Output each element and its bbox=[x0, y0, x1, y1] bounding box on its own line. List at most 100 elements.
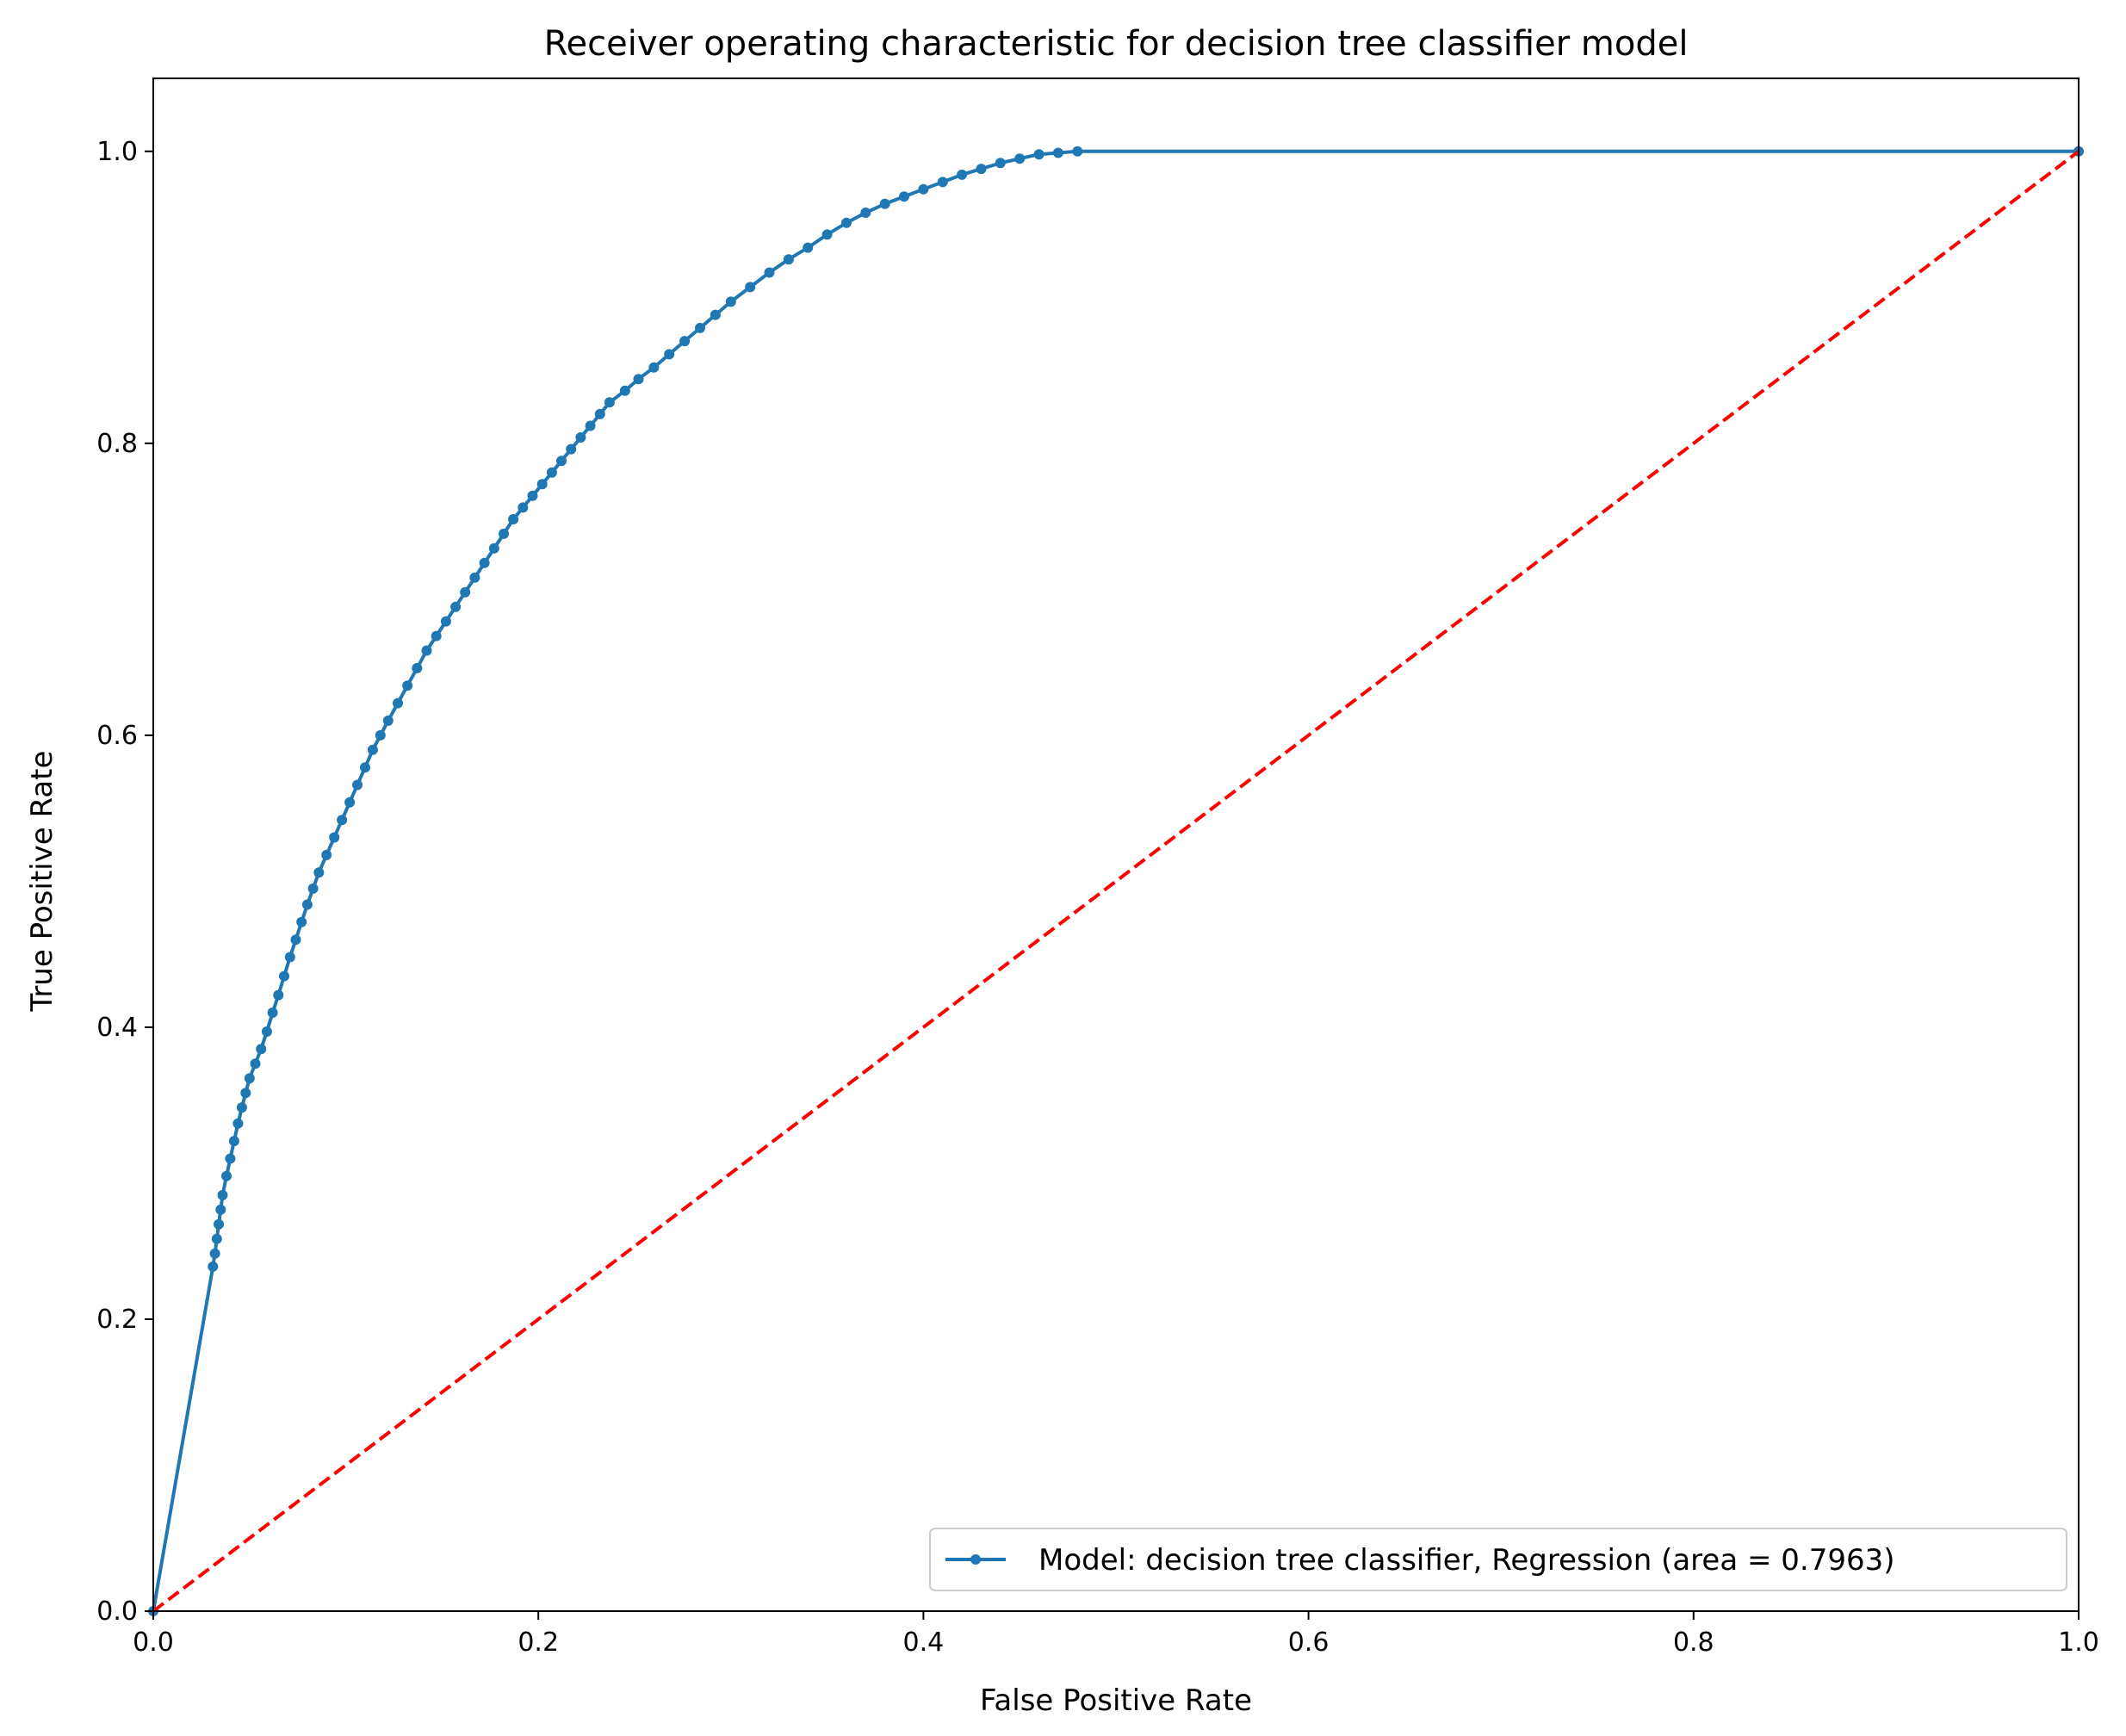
roc-curve-point bbox=[352, 779, 363, 790]
roc-curve-point bbox=[211, 1233, 222, 1244]
x-tick-label: 0.2 bbox=[518, 1628, 559, 1658]
x-tick-label: 0.6 bbox=[1288, 1628, 1330, 1658]
roc-curve-point bbox=[585, 420, 596, 431]
roc-curve-point bbox=[421, 645, 432, 656]
roc-curve-point bbox=[633, 374, 644, 385]
roc-curve-point bbox=[976, 164, 987, 175]
roc-curve-point bbox=[664, 349, 675, 360]
roc-curve-point bbox=[450, 601, 462, 612]
chart-title: Receiver operating characteristic for de… bbox=[544, 24, 1689, 64]
roc-curve-point bbox=[240, 1088, 251, 1099]
y-axis: 0.0 0.2 0.4 0.6 0.8 1.0 bbox=[96, 137, 153, 1627]
roc-curve-point bbox=[284, 952, 295, 963]
roc-curve-point bbox=[879, 198, 890, 209]
roc-curve-point bbox=[527, 490, 538, 501]
roc-curve-point bbox=[236, 1102, 247, 1113]
roc-curve-point bbox=[546, 467, 557, 478]
x-tick-label: 0.0 bbox=[133, 1628, 174, 1658]
roc-curve-point bbox=[261, 1026, 272, 1037]
roc-curve-point bbox=[518, 502, 529, 513]
legend: Model: decision tree classifier, Regress… bbox=[929, 1528, 2067, 1591]
roc-curve-point bbox=[375, 729, 386, 741]
roc-curve-point bbox=[301, 899, 313, 910]
y-tick-label: 0.6 bbox=[96, 721, 138, 751]
axes-frame bbox=[152, 78, 2080, 1612]
roc-curve-point bbox=[225, 1153, 236, 1164]
roc-curve-point bbox=[337, 815, 348, 826]
roc-curve-point bbox=[648, 362, 660, 373]
roc-curve-point bbox=[566, 443, 577, 455]
roc-curve-point bbox=[937, 177, 948, 188]
roc-curve-point bbox=[803, 242, 814, 253]
roc-curve-point bbox=[918, 183, 929, 195]
x-tick-label: 0.8 bbox=[1673, 1628, 1714, 1658]
roc-curve-point bbox=[1014, 153, 1026, 164]
roc-curve-point bbox=[307, 883, 319, 894]
roc-curve-point bbox=[412, 662, 423, 673]
roc-curve-point bbox=[313, 867, 325, 878]
y-tick-label: 0.8 bbox=[96, 429, 138, 459]
roc-curve-point bbox=[488, 542, 499, 554]
roc-curve-point bbox=[329, 832, 340, 843]
y-axis-label: True Positive Rate bbox=[25, 751, 59, 1013]
roc-curve-point bbox=[556, 456, 567, 467]
roc-curve-point bbox=[1072, 146, 1083, 157]
legend-marker-sample bbox=[970, 1554, 981, 1565]
roc-curve-point bbox=[783, 254, 794, 265]
roc-curve-point bbox=[594, 408, 605, 419]
roc-curve-point bbox=[360, 762, 370, 773]
roc-curve-point bbox=[402, 680, 413, 691]
plot-area bbox=[148, 78, 2084, 1616]
roc-curve-point bbox=[679, 336, 691, 347]
roc-curve-point bbox=[899, 191, 909, 202]
y-tick-label: 0.2 bbox=[96, 1305, 138, 1335]
roc-curve-point bbox=[469, 572, 480, 583]
roc-curve-point bbox=[957, 169, 968, 180]
chance-diagonal-line bbox=[152, 150, 2080, 1613]
legend-label: Model: decision tree classifier, Regress… bbox=[1038, 1543, 1894, 1578]
roc-curve-point bbox=[296, 916, 307, 927]
roc-curve-point bbox=[821, 229, 833, 240]
roc-curve-point bbox=[995, 158, 1006, 169]
roc-curve-point bbox=[214, 1218, 224, 1230]
roc-curve-point bbox=[431, 630, 442, 642]
roc-curve-point bbox=[209, 1248, 220, 1259]
roc-curve-point bbox=[279, 970, 289, 982]
x-tick-label: 0.4 bbox=[903, 1628, 945, 1658]
roc-curve-point bbox=[710, 309, 721, 320]
roc-curve-point bbox=[221, 1170, 232, 1181]
roc-curve-point bbox=[841, 217, 852, 228]
roc-curve-point bbox=[479, 557, 490, 568]
roc-curve-point bbox=[764, 267, 775, 278]
x-tick-label: 1.0 bbox=[2058, 1628, 2099, 1658]
roc-curve-point bbox=[1033, 149, 1044, 160]
roc-curve-point bbox=[460, 586, 471, 598]
roc-curve-point bbox=[267, 1008, 278, 1018]
roc-curve-point bbox=[860, 208, 871, 218]
roc-curve-point bbox=[536, 479, 548, 490]
legend-box bbox=[929, 1528, 2067, 1591]
roc-curve-point bbox=[250, 1058, 261, 1070]
x-axis: 0.0 0.2 0.4 0.6 0.8 1.0 bbox=[133, 1611, 2099, 1658]
roc-curve-point bbox=[508, 514, 519, 524]
roc-curve-point bbox=[619, 385, 630, 396]
roc-curve-point bbox=[228, 1136, 239, 1147]
roc-curve-point bbox=[217, 1189, 228, 1200]
roc-curve-point bbox=[232, 1118, 244, 1129]
roc-curve-point bbox=[367, 744, 378, 755]
roc-curve-point bbox=[393, 698, 403, 709]
roc-curve-point bbox=[321, 849, 332, 860]
roc-curve-point bbox=[244, 1073, 255, 1084]
roc-curve-point bbox=[745, 282, 756, 293]
roc-curve-point bbox=[1052, 147, 1063, 158]
y-tick-label: 0.0 bbox=[96, 1596, 138, 1627]
roc-curve-point bbox=[440, 616, 451, 627]
roc-curve-point bbox=[215, 1204, 226, 1215]
roc-curve-point bbox=[273, 989, 284, 1001]
y-tick-label: 0.4 bbox=[96, 1013, 138, 1043]
roc-curve-point bbox=[499, 528, 509, 539]
roc-curve-point bbox=[290, 934, 301, 946]
roc-curve-point bbox=[344, 797, 356, 808]
roc-curve-point bbox=[208, 1261, 219, 1272]
